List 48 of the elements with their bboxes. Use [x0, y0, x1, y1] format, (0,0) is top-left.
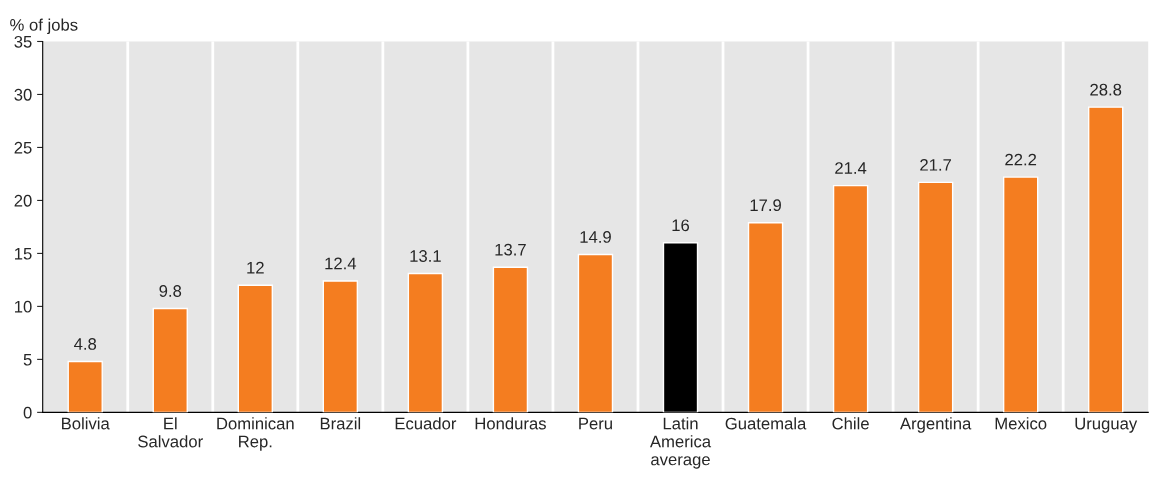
data-label: 21.7	[920, 158, 952, 171]
x-tick-label: Brazil	[320, 417, 361, 430]
data-label: 9.8	[159, 285, 182, 297]
bar	[662, 242, 699, 413]
data-label: 28.8	[1090, 83, 1122, 96]
y-axis-title: % of jobs	[10, 18, 78, 35]
x-tick-label: Dominican Rep.	[217, 417, 294, 451]
x-tick-label: Honduras	[475, 417, 546, 430]
y-tick-label: 5	[23, 353, 32, 366]
bar	[407, 272, 444, 413]
x-tick-label: Guatemala	[725, 417, 807, 430]
y-tick-label: 35	[14, 35, 32, 48]
bar	[1002, 176, 1039, 413]
data-label: 12.4	[325, 257, 357, 270]
data-label: 21.4	[835, 162, 867, 174]
data-label: 16	[672, 219, 690, 232]
data-label: 17.9	[750, 199, 781, 212]
data-label: 12	[247, 261, 264, 274]
y-tick-label: 25	[14, 141, 32, 154]
data-label: 13.7	[495, 243, 526, 256]
bar	[492, 266, 529, 413]
bar	[237, 284, 274, 413]
data-label: 13.1	[410, 250, 441, 262]
bar	[1088, 106, 1124, 413]
y-tick-label: 0	[23, 406, 32, 419]
x-tick-label: Ecuador	[395, 417, 457, 430]
bar	[152, 307, 188, 413]
y-tick-label: 20	[14, 194, 32, 207]
x-tick-label: Bolivia	[62, 417, 110, 430]
x-tick-label: Chile	[832, 417, 869, 430]
bar	[747, 221, 784, 413]
bar	[67, 360, 103, 413]
y-tick-label: 10	[15, 300, 32, 313]
bar	[917, 181, 954, 413]
bar	[322, 280, 359, 413]
y-tick-label: 15	[15, 247, 32, 260]
y-tick-label: 30	[14, 88, 32, 101]
x-tick-label: Uruguay	[1075, 417, 1138, 433]
x-tick-label: Latin America average	[649, 417, 712, 469]
x-tick-label: Argentina	[899, 417, 972, 433]
x-tick-label: Peru	[579, 417, 612, 430]
data-label: 14.9	[580, 231, 611, 243]
data-label: 22.2	[1005, 153, 1037, 166]
bar	[577, 253, 614, 413]
bar	[832, 184, 869, 413]
x-tick-label: Mexico	[995, 417, 1047, 430]
data-label: 4.8	[74, 338, 97, 350]
x-tick-label: El Salvador	[138, 417, 203, 448]
